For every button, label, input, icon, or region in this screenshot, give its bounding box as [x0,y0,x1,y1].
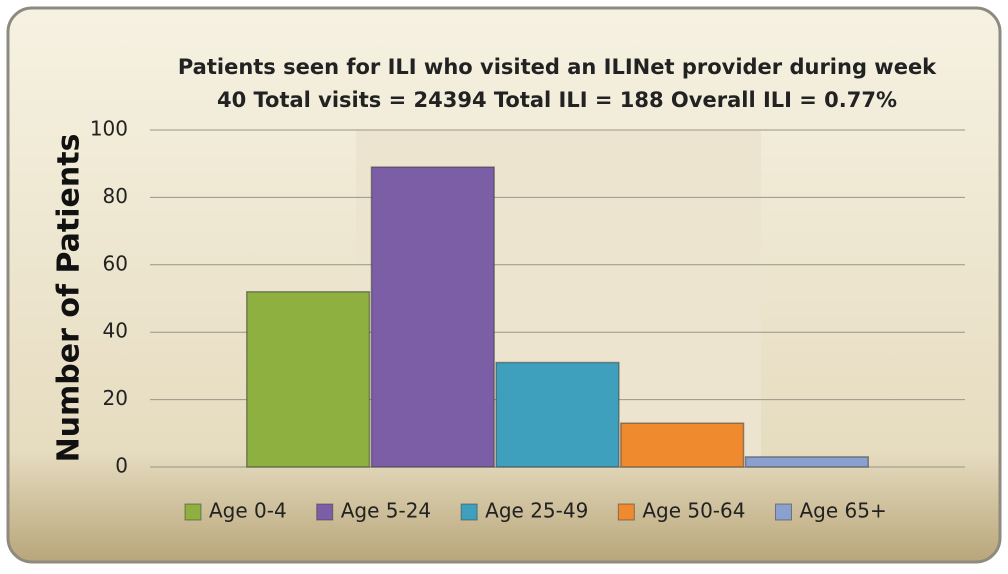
bar [495,361,620,468]
legend-label: Age 50-64 [642,499,745,523]
y-tick-label: 20 [103,386,128,410]
y-tick-label: 40 [103,319,128,343]
legend-label: Age 0-4 [209,499,287,523]
legend-swatch [184,503,202,521]
legend-swatch [774,503,792,521]
legend-label: Age 65+ [799,499,886,523]
y-tick-label: 100 [90,117,128,141]
bar [744,456,869,468]
bar [370,166,495,468]
y-axis-label: Number of Patients [52,134,87,463]
bar [620,422,745,468]
legend-label: Age 5-24 [341,499,431,523]
y-tick-label: 60 [103,251,128,275]
chart-title: 40 Total visits = 24394 Total ILI = 188 … [217,88,897,112]
legend-swatch [460,503,478,521]
chart-title: Patients seen for ILI who visited an ILI… [178,55,937,79]
legend-swatch [617,503,635,521]
y-tick-label: 0 [115,454,128,478]
legend-swatch [316,503,334,521]
y-tick-label: 80 [103,184,128,208]
legend-label: Age 25-49 [485,499,588,523]
bar [246,291,371,468]
